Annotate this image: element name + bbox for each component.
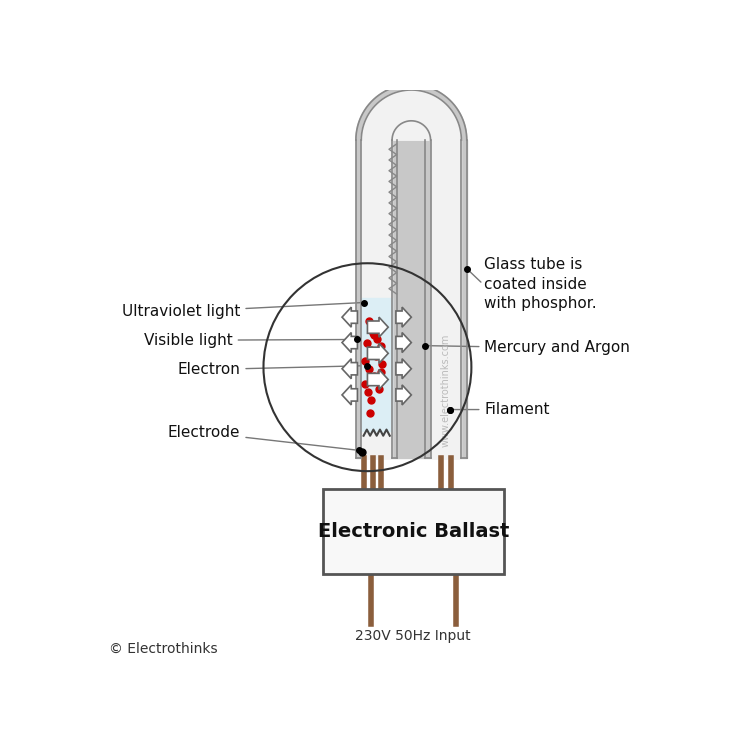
Polygon shape <box>396 358 411 379</box>
Polygon shape <box>342 308 358 327</box>
Text: Ultraviolet light: Ultraviolet light <box>122 303 361 320</box>
Polygon shape <box>396 332 411 352</box>
Polygon shape <box>396 385 411 405</box>
Polygon shape <box>368 317 388 338</box>
Text: www.electrothinks.com: www.electrothinks.com <box>441 334 451 447</box>
Text: Electronic Ballast: Electronic Ballast <box>317 522 509 541</box>
Polygon shape <box>392 121 430 140</box>
Polygon shape <box>342 385 358 405</box>
Polygon shape <box>396 308 411 327</box>
Text: Glass tube is
coated inside
with phosphor.: Glass tube is coated inside with phospho… <box>484 256 597 311</box>
Bar <box>425 140 466 458</box>
Text: Electrode: Electrode <box>168 425 356 450</box>
Bar <box>430 140 461 458</box>
Text: Mercury and Argon: Mercury and Argon <box>428 340 630 356</box>
Text: © Electrothinks: © Electrothinks <box>110 642 218 656</box>
Bar <box>362 140 392 458</box>
Text: Filament: Filament <box>452 402 550 417</box>
Bar <box>398 140 425 458</box>
Bar <box>362 298 392 431</box>
Polygon shape <box>368 344 388 363</box>
Polygon shape <box>356 85 466 140</box>
Polygon shape <box>342 332 358 352</box>
Polygon shape <box>342 358 358 379</box>
Polygon shape <box>362 90 461 140</box>
Bar <box>322 489 504 574</box>
Bar <box>356 140 398 458</box>
Text: Electron: Electron <box>178 362 364 377</box>
Text: Visible light: Visible light <box>144 333 354 348</box>
Polygon shape <box>368 370 388 389</box>
Text: 230V 50Hz Input: 230V 50Hz Input <box>356 629 471 643</box>
